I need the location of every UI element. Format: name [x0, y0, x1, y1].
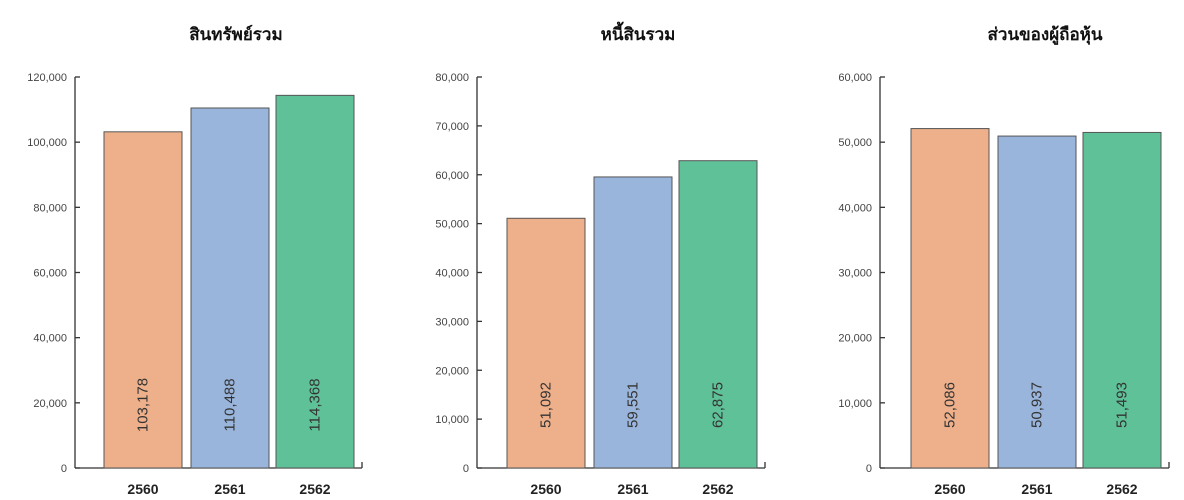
y-tick-label: 70,000: [435, 121, 469, 133]
y-tick-label: 0: [866, 463, 872, 475]
x-tick-label: 2561: [1021, 481, 1052, 497]
x-tick-label: 2560: [127, 481, 158, 497]
y-tick-label: 40,000: [838, 202, 872, 214]
x-tick-label: 2562: [702, 481, 733, 497]
bar-2561: [593, 176, 673, 469]
bar-value-label: 62,875: [710, 382, 727, 428]
bar-value-label: 50,937: [1029, 382, 1046, 428]
y-tick-label: 30,000: [838, 268, 872, 280]
y-tick-label: 10,000: [838, 398, 872, 410]
y-tick-label: 0: [61, 463, 67, 475]
y-tick-label: 0: [463, 463, 469, 475]
chart-panel-3: ส่วนของผู้ถือหุ้น 0 10,000 20,000 30,000 40,0…: [838, 24, 1170, 497]
y-tick-label: 80,000: [33, 202, 67, 214]
bar-value-label: 103,178: [135, 378, 152, 432]
x-tick-label: 2560: [530, 481, 561, 497]
y-tick-label: 120,000: [27, 72, 67, 84]
y-tick-label: 20,000: [838, 333, 872, 345]
bar-2562: [678, 160, 758, 469]
chart-title: ส่วนของผู้ถือหุ้น: [988, 24, 1103, 46]
y-tick-label: 20,000: [435, 365, 469, 377]
chart-panel-2: หนี้สินรวม 0 10,000 20,000 30,000 40,000 50,00…: [435, 21, 766, 497]
x-tick-label: 2562: [1106, 481, 1137, 497]
x-tick-label: 2560: [934, 481, 965, 497]
y-tick-label: 10,000: [435, 414, 469, 426]
y-tick-label: 60,000: [33, 268, 67, 280]
bar-value-label: 51,493: [1114, 382, 1131, 428]
y-tick-label: 20,000: [33, 398, 67, 410]
bar-value-label: 59,551: [625, 382, 642, 428]
bar-value-label: 51,092: [538, 382, 555, 428]
bar-2562: [1082, 131, 1162, 469]
x-tick-label: 2562: [299, 481, 330, 497]
bar-2561: [190, 107, 270, 469]
x-tick-label: 2561: [214, 481, 245, 497]
y-tick-label: 40,000: [435, 268, 469, 280]
bar-2562: [275, 94, 355, 469]
bar-2561: [997, 135, 1077, 469]
y-tick-label: 50,000: [838, 137, 872, 149]
x-tick-label: 2561: [617, 481, 648, 497]
y-tick-label: 60,000: [838, 72, 872, 84]
bar-2560: [910, 128, 990, 469]
bar-value-label: 52,086: [942, 382, 959, 428]
bar-value-label: 114,368: [307, 378, 324, 431]
y-tick-label: 80,000: [435, 72, 469, 84]
bar-2560: [506, 217, 586, 469]
bar-2560: [103, 131, 183, 469]
y-tick-label: 40,000: [33, 333, 67, 345]
y-tick-label: 50,000: [435, 219, 469, 231]
chart-title: หนี้สินรวม: [601, 21, 676, 45]
chart-panel-1: สินทรัพย์รวม 0 20,000 40,000 60,000 80,000 100…: [27, 24, 363, 497]
y-tick-label: 30,000: [435, 316, 469, 328]
bar-value-label: 110,488: [222, 378, 239, 431]
y-tick-label: 60,000: [435, 170, 469, 182]
chart-title: สินทรัพย์รวม: [189, 24, 282, 45]
y-tick-label: 100,000: [27, 137, 67, 149]
